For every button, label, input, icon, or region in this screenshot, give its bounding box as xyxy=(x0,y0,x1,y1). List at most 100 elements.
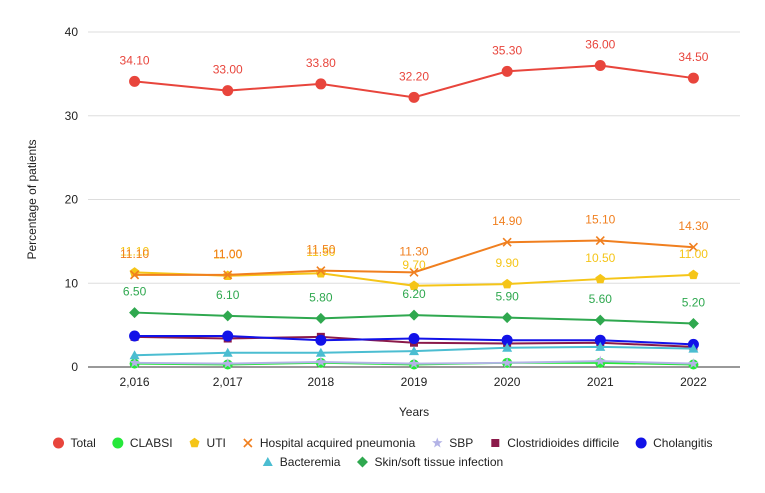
data-label: 11.00 xyxy=(213,248,242,262)
y-tick-label: 20 xyxy=(65,193,79,207)
data-point xyxy=(222,85,234,97)
data-label: 5.90 xyxy=(495,290,519,304)
data-label: 5.60 xyxy=(589,292,613,306)
data-point xyxy=(223,270,233,280)
data-point xyxy=(408,309,420,321)
legend-label: Bacteremia xyxy=(280,455,341,469)
legend-item-clabsi: CLABSI xyxy=(112,436,173,450)
data-point xyxy=(595,355,606,366)
data-label: 14.30 xyxy=(678,219,708,233)
data-label: 5.80 xyxy=(309,290,333,304)
legend-marker xyxy=(243,438,253,448)
data-label: 11.00 xyxy=(213,247,242,261)
data-label: 10.50 xyxy=(585,251,615,265)
data-point xyxy=(409,267,419,277)
data-point xyxy=(594,334,606,346)
data-label: 11.50 xyxy=(306,245,335,259)
data-point xyxy=(222,358,233,369)
data-point xyxy=(502,278,513,289)
data-point xyxy=(688,343,699,353)
legend-marker xyxy=(262,457,273,466)
data-point xyxy=(316,266,326,276)
data-label: 11.50 xyxy=(306,243,335,257)
x-axis-ticks: 2,016 2,017 2018 2019 2020 2021 2022 xyxy=(120,375,708,389)
legend-label: Clostridioides difficile xyxy=(507,436,619,450)
legend-item-clostridioides-difficile: Clostridioides difficile xyxy=(491,436,619,450)
data-point xyxy=(315,267,326,278)
data-point xyxy=(594,314,606,326)
data-label: 34.10 xyxy=(120,53,150,67)
legend-label: Cholangitis xyxy=(653,436,712,450)
series-lines xyxy=(129,60,699,370)
data-point xyxy=(129,357,140,368)
legend-marker xyxy=(53,437,64,449)
data-point xyxy=(688,242,698,252)
data-label: 11.30 xyxy=(399,244,428,258)
x-tick-label: 2018 xyxy=(308,375,335,389)
data-label: 33.00 xyxy=(213,63,243,77)
data-label: 35.30 xyxy=(492,43,522,57)
data-point xyxy=(315,78,327,90)
legend-item-sbp: SBP xyxy=(432,436,473,450)
data-point xyxy=(130,270,140,280)
legend-marker xyxy=(491,439,500,447)
data-label: 15.10 xyxy=(585,213,615,227)
data-point xyxy=(688,269,699,280)
data-label: 6.10 xyxy=(216,288,240,302)
data-point xyxy=(687,72,699,84)
y-tick-label: 30 xyxy=(65,109,79,123)
y-axis-ticks: 0 10 20 30 40 xyxy=(65,25,79,374)
x-tick-label: 2022 xyxy=(680,375,707,389)
legend-label: CLABSI xyxy=(130,436,173,450)
data-label: 11.00 xyxy=(679,247,708,261)
series-cholangitis xyxy=(129,330,699,350)
data-point xyxy=(222,310,234,322)
data-point xyxy=(408,91,420,103)
data-point xyxy=(315,312,327,324)
data-labels: 34.10 33.00 33.80 32.20 35.30 36.00 34.50 11.10… xyxy=(120,38,709,310)
data-point xyxy=(222,347,233,357)
legend-item-uti: UTI xyxy=(189,436,226,450)
data-point xyxy=(501,312,513,324)
legend-label: Skin/soft tissue infection xyxy=(374,455,503,469)
data-point xyxy=(688,358,699,369)
data-point xyxy=(687,317,699,329)
data-label: 36.00 xyxy=(585,38,615,52)
data-point xyxy=(222,330,234,342)
data-label: 14.90 xyxy=(492,214,522,228)
y-tick-label: 0 xyxy=(71,360,78,374)
data-point xyxy=(502,237,512,247)
data-label: 11.10 xyxy=(120,244,149,258)
data-point xyxy=(595,235,605,246)
data-point xyxy=(408,358,420,369)
legend-marker xyxy=(432,437,443,448)
data-label: 9.90 xyxy=(495,256,519,270)
data-label: 5.20 xyxy=(682,295,706,309)
legend-item-cholangitis: Cholangitis xyxy=(635,436,713,450)
legend-marker xyxy=(189,437,200,448)
series-total xyxy=(129,60,699,103)
series-skin-soft-tissue-infection xyxy=(129,307,699,329)
data-point xyxy=(315,347,326,357)
legend-item-hospital-acquired-pneumonia: Hospital acquired pneumonia xyxy=(243,436,416,450)
x-tick-label: 2021 xyxy=(587,375,614,389)
data-point xyxy=(129,75,141,87)
data-label: 34.50 xyxy=(678,50,708,64)
data-point xyxy=(315,356,327,367)
legend-label: Total xyxy=(71,436,96,450)
data-point xyxy=(129,330,141,342)
data-point xyxy=(409,346,419,356)
data-point xyxy=(129,307,141,319)
x-axis-title: Years xyxy=(399,405,429,419)
series-hospital-acquired-pneumonia xyxy=(130,235,698,280)
data-label: 6.50 xyxy=(123,285,147,299)
x-tick-label: 2,017 xyxy=(213,375,243,389)
legend-marker xyxy=(635,437,647,449)
y-tick-label: 40 xyxy=(65,25,79,39)
y-tick-label: 10 xyxy=(65,276,79,290)
data-point xyxy=(408,333,420,345)
data-label: 9.70 xyxy=(402,258,426,272)
legend-item-total: Total xyxy=(53,436,96,450)
data-label: 32.20 xyxy=(399,69,429,83)
data-point xyxy=(409,280,419,291)
